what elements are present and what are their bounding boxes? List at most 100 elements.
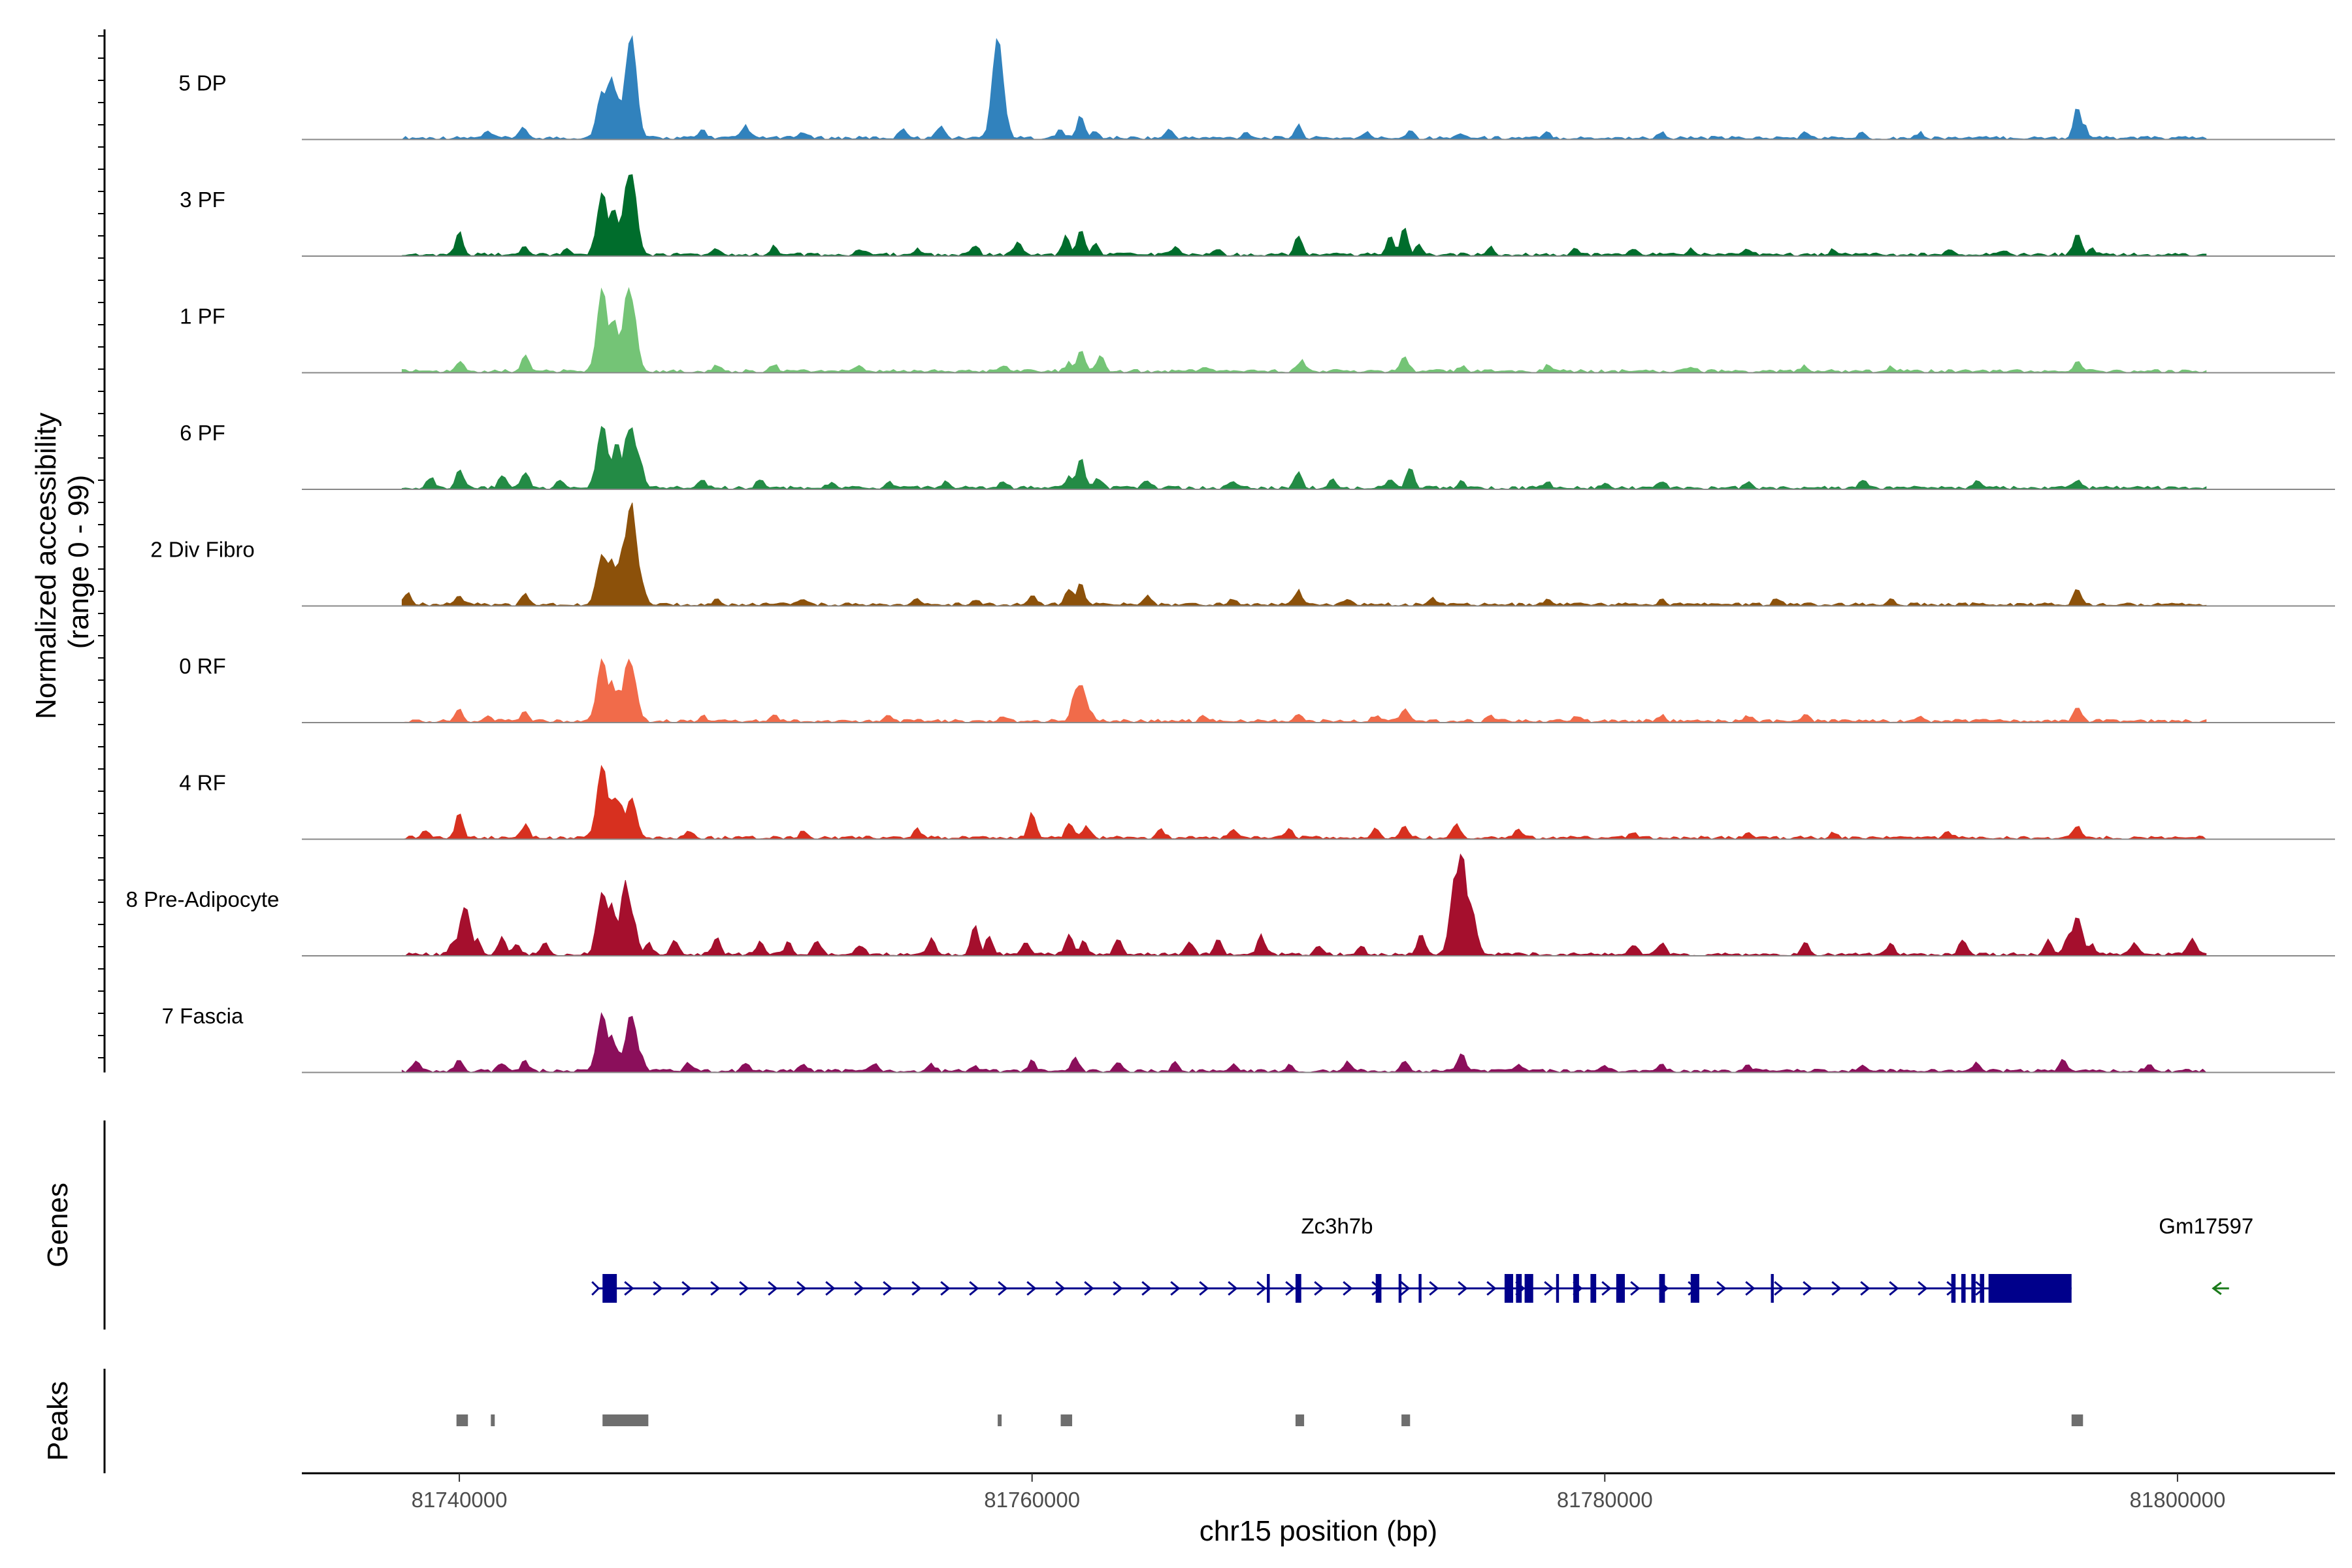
coverage-y-axis: [98, 29, 106, 1073]
strand-arrow: [825, 1281, 836, 1296]
coverage-area: [401, 502, 2207, 607]
strand-arrow: [1860, 1281, 1870, 1296]
track-2-div-fibro: 2 Div Fibro: [150, 502, 2335, 607]
gene-exon: [1398, 1274, 1402, 1303]
gene-zc3h7b: Zc3h7b: [591, 1214, 2072, 1303]
strand-arrow: [1285, 1281, 1296, 1296]
strand-arrow: [1400, 1281, 1411, 1296]
coverage-tracks: 5 DP 3 PF 1 PF 6 PF 2 Div Fibro 0 RF 4 RF 8 Pre…: [126, 35, 2335, 1073]
peak-region: [1060, 1414, 1073, 1426]
strand-arrow: [1889, 1281, 1899, 1296]
strand-arrow: [1228, 1281, 1238, 1296]
coverage-area: [401, 658, 2207, 723]
strand-arrow: [591, 1281, 600, 1296]
gene-exon: [1988, 1274, 2072, 1303]
track-label: 4 RF: [179, 771, 226, 795]
track-3-pf: 3 PF: [180, 174, 2335, 257]
x-axis: 81740000 81760000 81780000 81800000: [412, 1473, 2225, 1512]
strand-arrow: [1831, 1281, 1842, 1296]
gene-gm17597: Gm17597: [2159, 1214, 2253, 1296]
coverage-area: [401, 853, 2207, 956]
gene-name-label: Gm17597: [2159, 1214, 2253, 1238]
track-label: 0 RF: [179, 654, 226, 678]
gene-exon: [1951, 1274, 1956, 1303]
track-label: 6 PF: [180, 421, 225, 445]
strand-arrow: [1084, 1281, 1094, 1296]
strand-arrow: [940, 1281, 951, 1296]
gene-exon: [1590, 1274, 1597, 1303]
coverage-area: [401, 35, 2207, 140]
strand-arrow: [1026, 1281, 1037, 1296]
strand-arrow: [710, 1281, 721, 1296]
strand-arrow: [768, 1281, 778, 1296]
track-7-fascia: 7 Fascia: [162, 1004, 2335, 1073]
gene-exon: [1375, 1274, 1382, 1303]
gene-annotation-track: Zc3h7b Gm17597: [591, 1214, 2253, 1303]
peak-region: [1401, 1414, 1411, 1426]
x-axis-title: chr15 position (bp): [1200, 1515, 1437, 1547]
strand-arrow: [1544, 1281, 1554, 1296]
coverage-area: [401, 425, 2207, 490]
strand-arrow: [1199, 1281, 1209, 1296]
strand-arrow: [883, 1281, 893, 1296]
strand-arrow: [969, 1281, 979, 1296]
gene-exon: [1516, 1274, 1522, 1303]
gene-exon: [1771, 1274, 1774, 1303]
peak-region: [2071, 1414, 2083, 1426]
peak-region: [602, 1414, 649, 1426]
gene-exon: [1971, 1274, 1976, 1303]
strand-arrow: [1314, 1281, 1324, 1296]
strand-arrow: [2212, 1281, 2222, 1296]
strand-arrow: [1601, 1281, 1612, 1296]
gene-name-label: Zc3h7b: [1301, 1214, 1373, 1238]
strand-arrow: [1630, 1281, 1641, 1296]
track-label: 8 Pre-Adipocyte: [126, 887, 280, 911]
gene-exon: [1504, 1274, 1514, 1303]
y-axis-title-line2: (range 0 - 99): [63, 475, 95, 649]
strand-arrow: [1774, 1281, 1784, 1296]
track-1-pf: 1 PF: [180, 287, 2335, 374]
peak-region: [998, 1414, 1002, 1426]
track-label: 5 DP: [178, 71, 226, 95]
strand-arrow: [1343, 1281, 1353, 1296]
gene-exon: [1573, 1274, 1579, 1303]
gene-exon: [1556, 1274, 1560, 1303]
strand-arrow: [796, 1281, 807, 1296]
gene-exon: [1659, 1274, 1665, 1303]
strand-arrow: [1918, 1281, 1928, 1296]
gene-exon: [1267, 1274, 1270, 1303]
track-label: 1 PF: [180, 304, 225, 329]
y-axis-title: Normalized accessibility (range 0 - 99): [30, 404, 95, 719]
track-5-dp: 5 DP: [178, 35, 2335, 140]
peak-region: [1295, 1414, 1305, 1426]
strand-arrow: [854, 1281, 864, 1296]
track-0-rf: 0 RF: [179, 654, 2335, 723]
gene-exon: [1690, 1274, 1699, 1303]
x-tick-label: 81760000: [984, 1488, 1080, 1512]
track-label: 2 Div Fibro: [150, 538, 255, 562]
strand-arrow: [1486, 1281, 1497, 1296]
track-6-pf: 6 PF: [180, 421, 2335, 490]
coverage-area: [401, 287, 2207, 374]
gene-exon: [602, 1274, 617, 1303]
peaks-track-title: Peaks: [42, 1381, 74, 1461]
peak-region: [456, 1414, 468, 1426]
genes-track-title: Genes: [42, 1183, 74, 1267]
strand-arrow: [1745, 1281, 1756, 1296]
strand-arrow: [1716, 1281, 1727, 1296]
coverage-area: [401, 764, 2208, 840]
peak-regions-track: [456, 1414, 2083, 1426]
coverage-area: [401, 174, 2207, 257]
strand-arrow: [911, 1281, 922, 1296]
strand-arrow: [1141, 1281, 1152, 1296]
gene-exon: [1980, 1274, 1985, 1303]
strand-arrow: [1256, 1281, 1267, 1296]
peak-region: [491, 1414, 495, 1426]
x-tick-label: 81780000: [1557, 1488, 1653, 1512]
track-8-pre-adipocyte: 8 Pre-Adipocyte: [126, 853, 2335, 956]
strand-arrow: [1803, 1281, 1813, 1296]
strand-arrow: [681, 1281, 692, 1296]
strand-arrow: [1113, 1281, 1123, 1296]
gene-exon: [1524, 1274, 1533, 1303]
